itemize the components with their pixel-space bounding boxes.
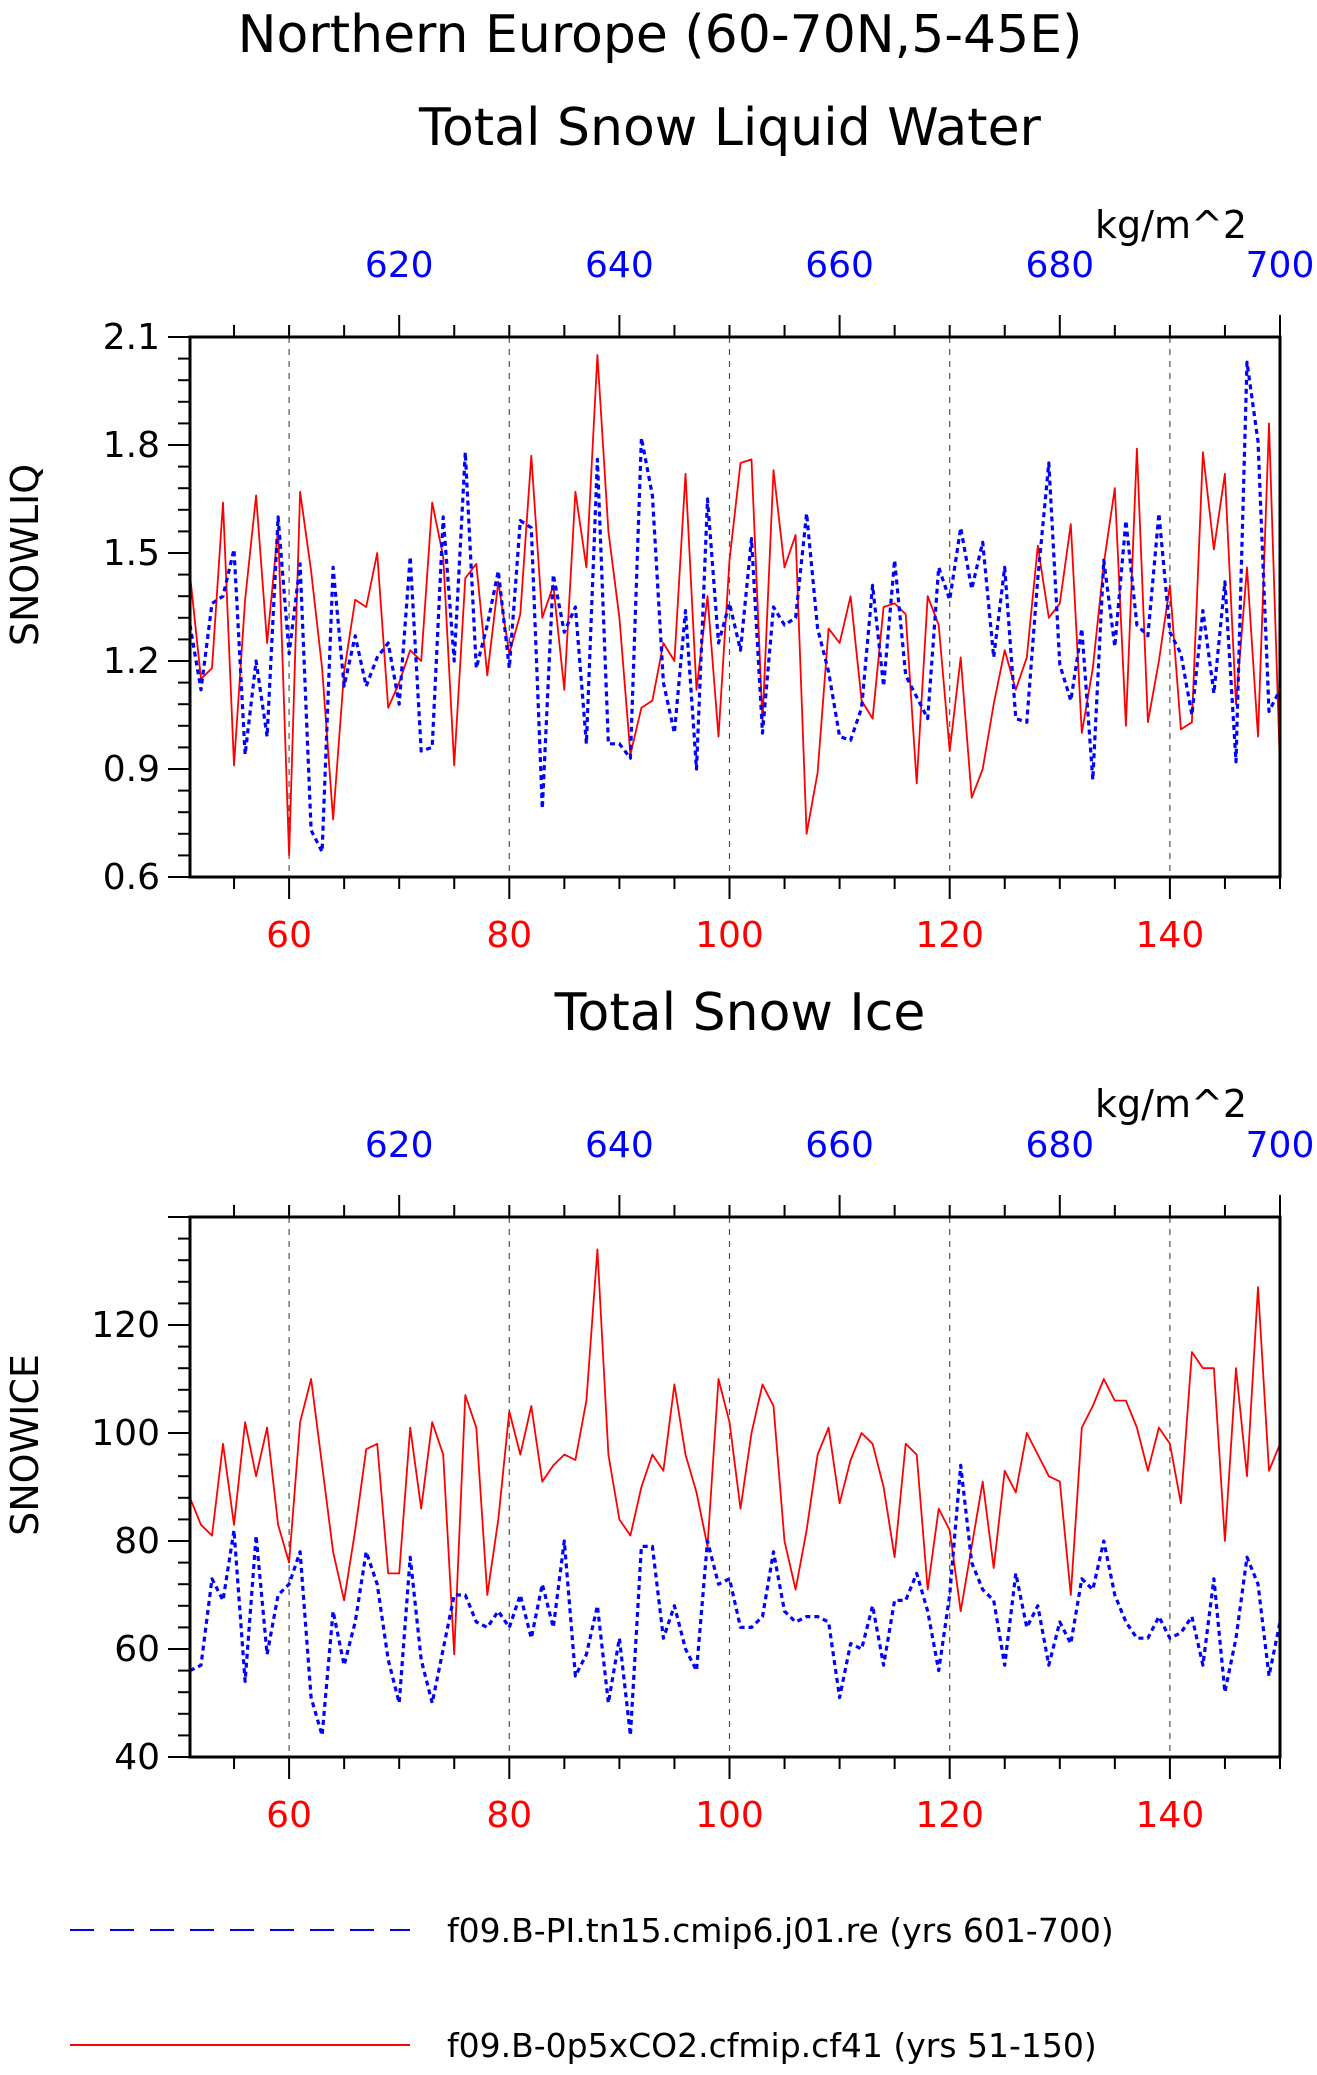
x-tick-label: 140 <box>1136 1795 1205 1836</box>
y-tick-label: 100 <box>91 1413 160 1454</box>
x-top-tick-label: 660 <box>805 245 874 286</box>
x-tick-label: 80 <box>486 1795 532 1836</box>
y-tick-label: 120 <box>91 1305 160 1346</box>
ticks <box>168 1195 1281 1779</box>
gridlines <box>288 1217 1171 1757</box>
y-tick-label: 80 <box>114 1521 160 1562</box>
legend: f09.B-PI.tn15.cmip6.j01.re (yrs 601-700)… <box>70 1911 1114 2065</box>
x-top-tick-label: 680 <box>1025 245 1094 286</box>
tick-labels: 60 80 100 120 140 620 640 660 680 700 0.6 0.9 1.2 1.5… <box>103 245 1315 956</box>
y-axis-label: SNOWICE <box>3 1354 47 1536</box>
x-top-tick-label: 700 <box>1246 245 1315 286</box>
x-tick-label: 120 <box>915 1795 984 1836</box>
x-tick-label: 140 <box>1136 915 1205 956</box>
plot-frame <box>188 335 1282 879</box>
series-line-red <box>189 1248 1281 1656</box>
x-top-tick-label: 680 <box>1025 1125 1094 1166</box>
x-tick-label: 100 <box>695 1795 764 1836</box>
x-tick-label: 120 <box>915 915 984 956</box>
y-tick-label: 1.8 <box>103 425 160 466</box>
x-top-tick-label: 640 <box>585 245 654 286</box>
series-line-blue <box>188 360 1282 854</box>
legend-item-red: f09.B-0p5xCO2.cfmip.cf41 (yrs 51-150) <box>70 2026 1097 2065</box>
legend-label: f09.B-PI.tn15.cmip6.j01.re (yrs 601-700) <box>447 1911 1114 1950</box>
x-top-tick-label: 620 <box>365 245 434 286</box>
x-tick-label: 60 <box>266 915 312 956</box>
tick-labels: 60 80 100 120 140 620 640 660 680 700 40 60 80 100 120 <box>91 1125 1314 1836</box>
y-tick-label: 40 <box>114 1737 160 1778</box>
x-top-tick-label: 640 <box>585 1125 654 1166</box>
legend-label: f09.B-0p5xCO2.cfmip.cf41 (yrs 51-150) <box>447 2026 1097 2065</box>
series-lines <box>188 354 1282 857</box>
x-top-tick-label: 700 <box>1246 1125 1315 1166</box>
x-tick-label: 60 <box>266 1795 312 1836</box>
y-axis-label: SNOWLIQ <box>3 464 47 646</box>
panel-title: Total Snow Liquid Water <box>418 98 1042 158</box>
y-tick-label: 1.5 <box>103 533 160 574</box>
plot-frame <box>188 1215 1282 1759</box>
units-label: kg/m^2 <box>1095 1082 1247 1126</box>
figure-title: Northern Europe (60-70N,5-45E) <box>238 5 1083 65</box>
y-tick-label: 0.9 <box>103 749 160 790</box>
panel-snow-ice: Total Snow Ice kg/m^2 SNOWICE 60 80 100 120… <box>3 983 1314 1836</box>
panel-title: Total Snow Ice <box>554 983 926 1043</box>
y-tick-label: 2.1 <box>103 317 160 358</box>
legend-item-blue: f09.B-PI.tn15.cmip6.j01.re (yrs 601-700) <box>70 1911 1114 1950</box>
panel-snow-liquid: Total Snow Liquid Water kg/m^2 SNOWLIQ 6… <box>3 98 1314 956</box>
series-lines <box>189 1248 1282 1738</box>
x-top-tick-label: 660 <box>805 1125 874 1166</box>
y-tick-label: 60 <box>114 1629 160 1670</box>
y-tick-label: 0.6 <box>103 857 160 898</box>
units-label: kg/m^2 <box>1095 203 1247 247</box>
y-tick-label: 1.2 <box>103 641 160 682</box>
series-line-blue <box>189 1463 1282 1738</box>
x-tick-label: 80 <box>486 915 532 956</box>
x-top-tick-label: 620 <box>365 1125 434 1166</box>
x-tick-label: 100 <box>695 915 764 956</box>
ticks <box>168 315 1281 899</box>
series-line-red <box>189 354 1281 857</box>
